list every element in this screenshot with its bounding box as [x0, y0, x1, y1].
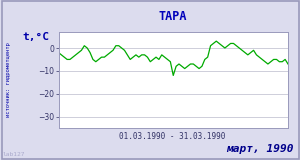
Text: март, 1990: март, 1990: [226, 144, 294, 154]
Text: 01.03.1990 - 31.03.1990: 01.03.1990 - 31.03.1990: [119, 132, 226, 141]
Text: t,°C: t,°C: [22, 32, 50, 42]
Text: lab127: lab127: [3, 152, 26, 157]
Text: ТАРА: ТАРА: [158, 10, 187, 23]
Text: источник: гидрометцентр: источник: гидрометцентр: [6, 43, 11, 117]
